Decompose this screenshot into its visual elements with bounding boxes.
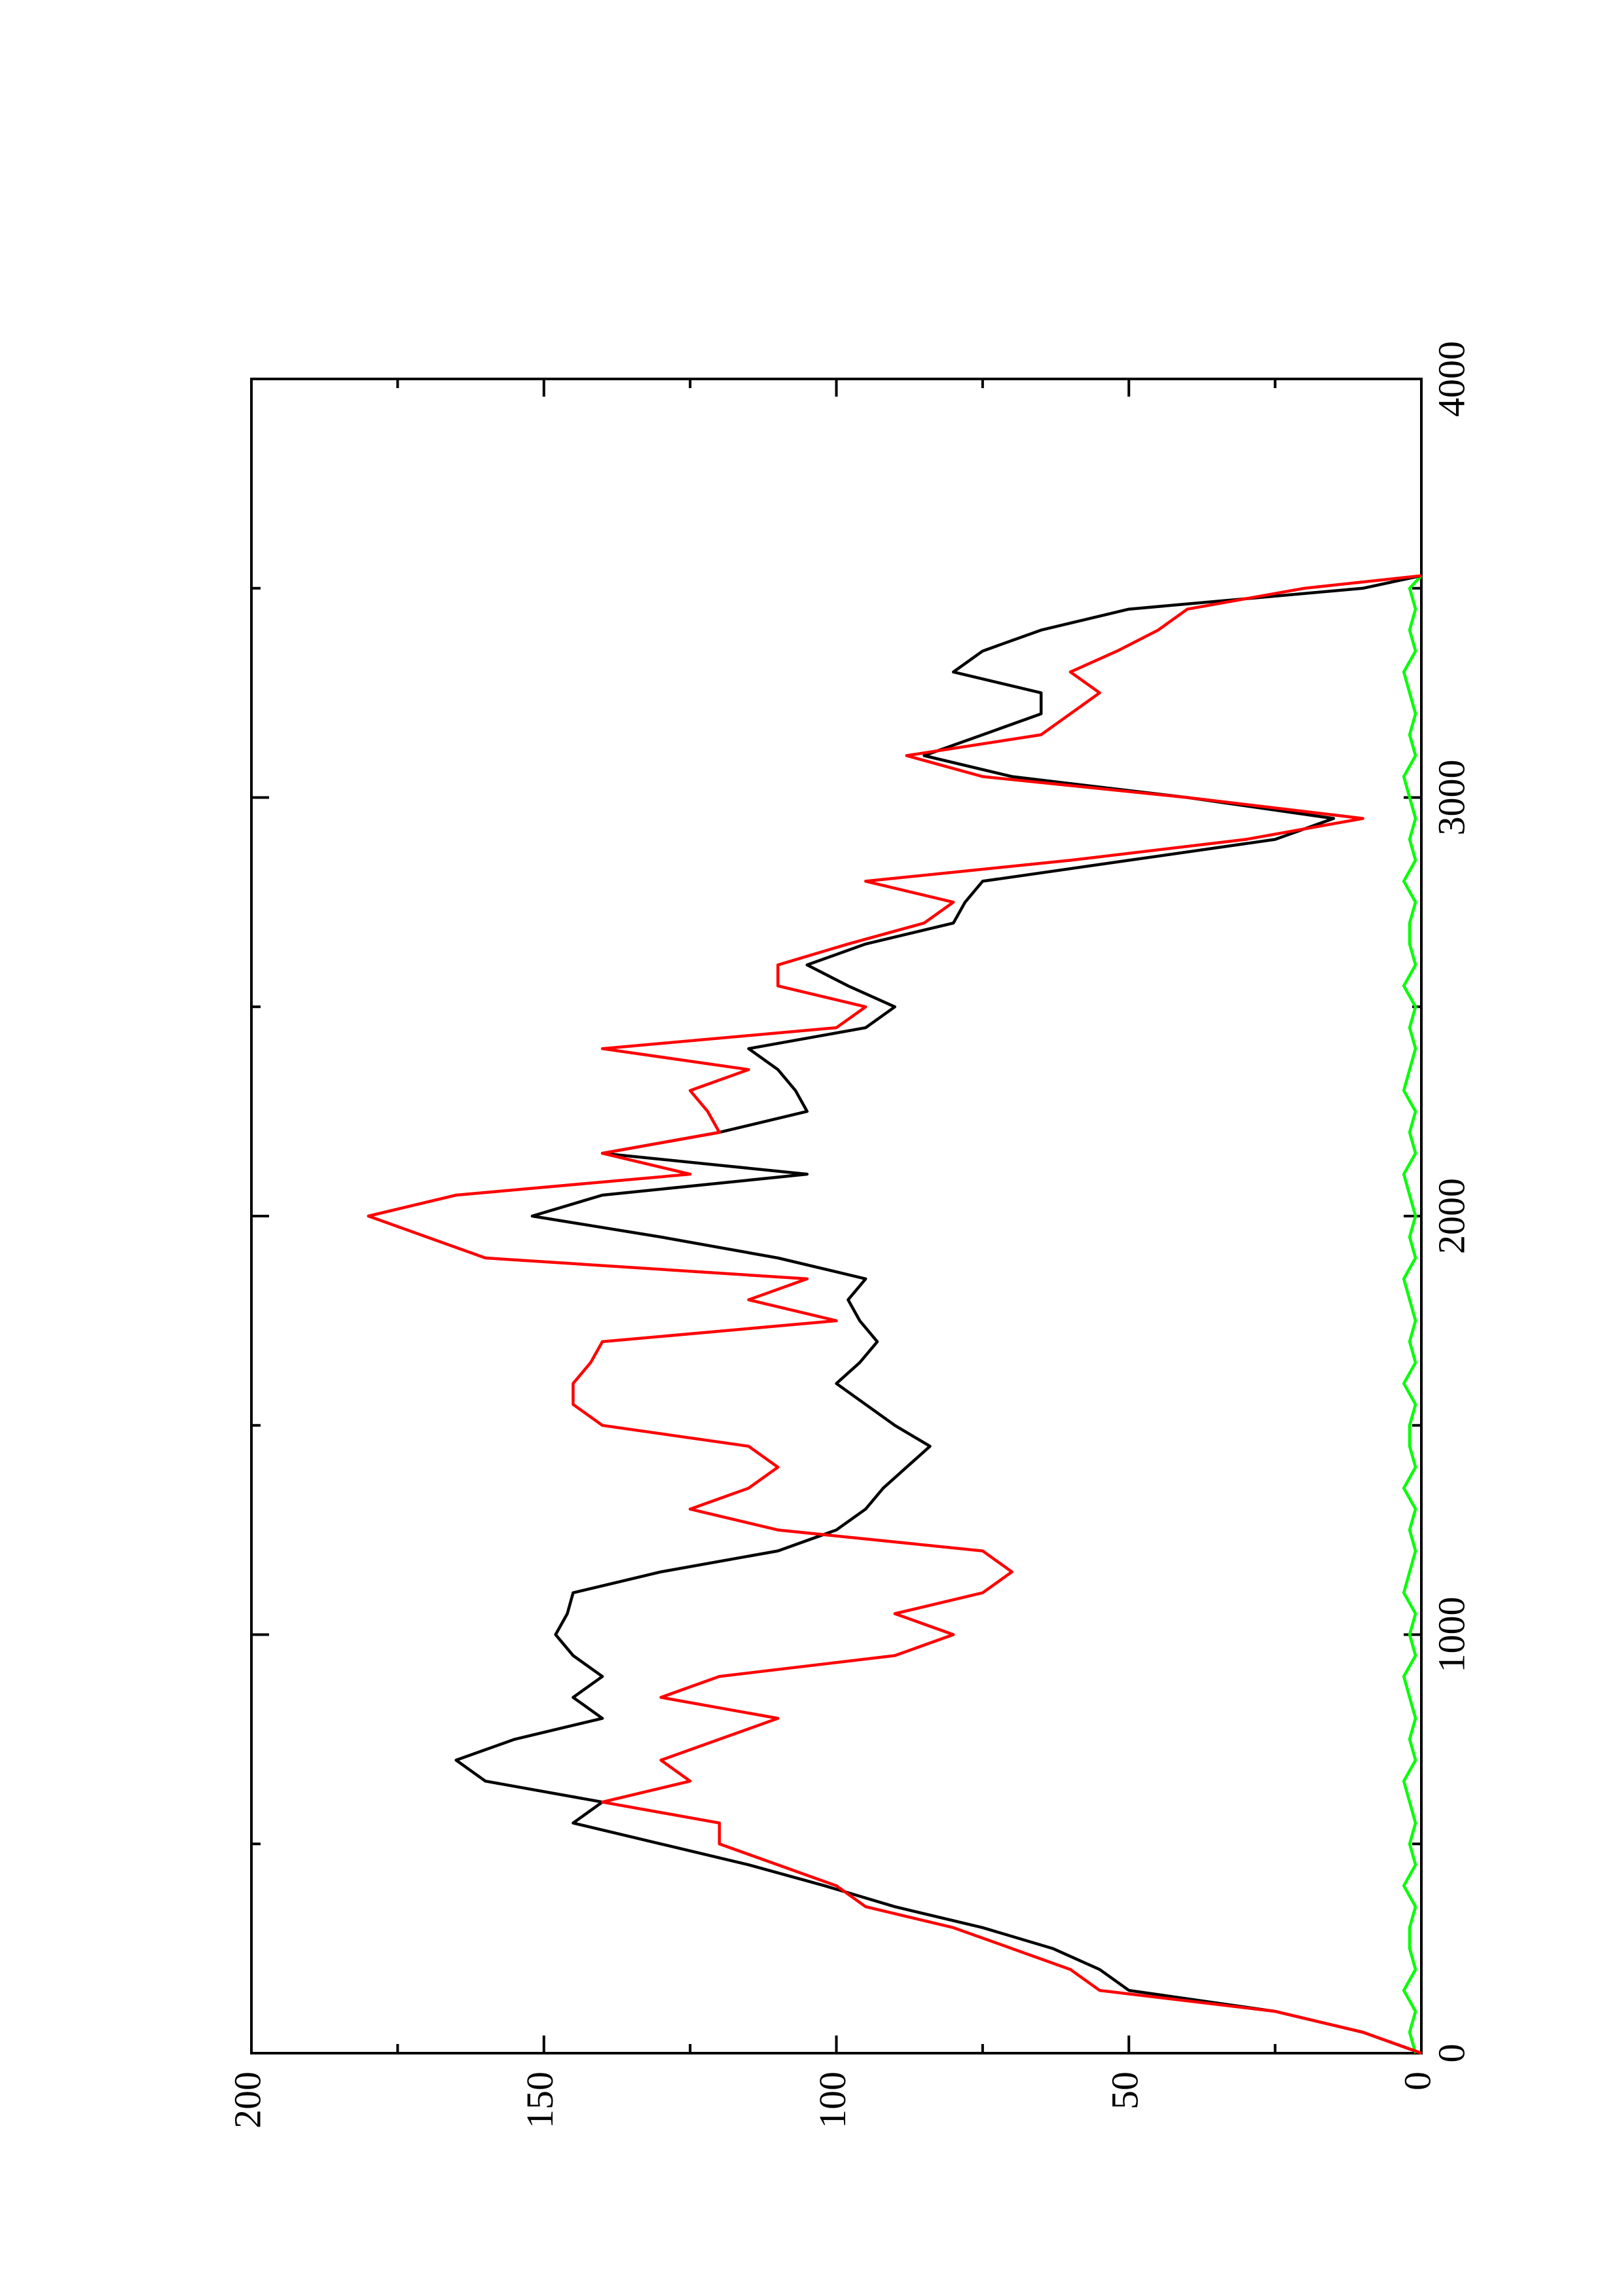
y-tick-label: 0 (1396, 2072, 1438, 2090)
x-tick-label: 3000 (1431, 760, 1473, 836)
y-tick-label: 150 (519, 2072, 561, 2128)
plot-frame (250, 378, 1423, 2054)
series-line (367, 574, 1422, 2055)
y-tick-label: 50 (1104, 2072, 1146, 2109)
x-tick-label: 4000 (1431, 341, 1473, 417)
y-tick-label: 100 (811, 2072, 854, 2128)
x-tick-label: 2000 (1431, 1178, 1473, 1254)
series-line (1402, 575, 1423, 2054)
series-line (454, 574, 1422, 2055)
y-tick-label: 200 (226, 2072, 268, 2128)
x-tick-label: 1000 (1431, 1597, 1473, 1673)
x-tick-label: 0 (1431, 2044, 1473, 2063)
